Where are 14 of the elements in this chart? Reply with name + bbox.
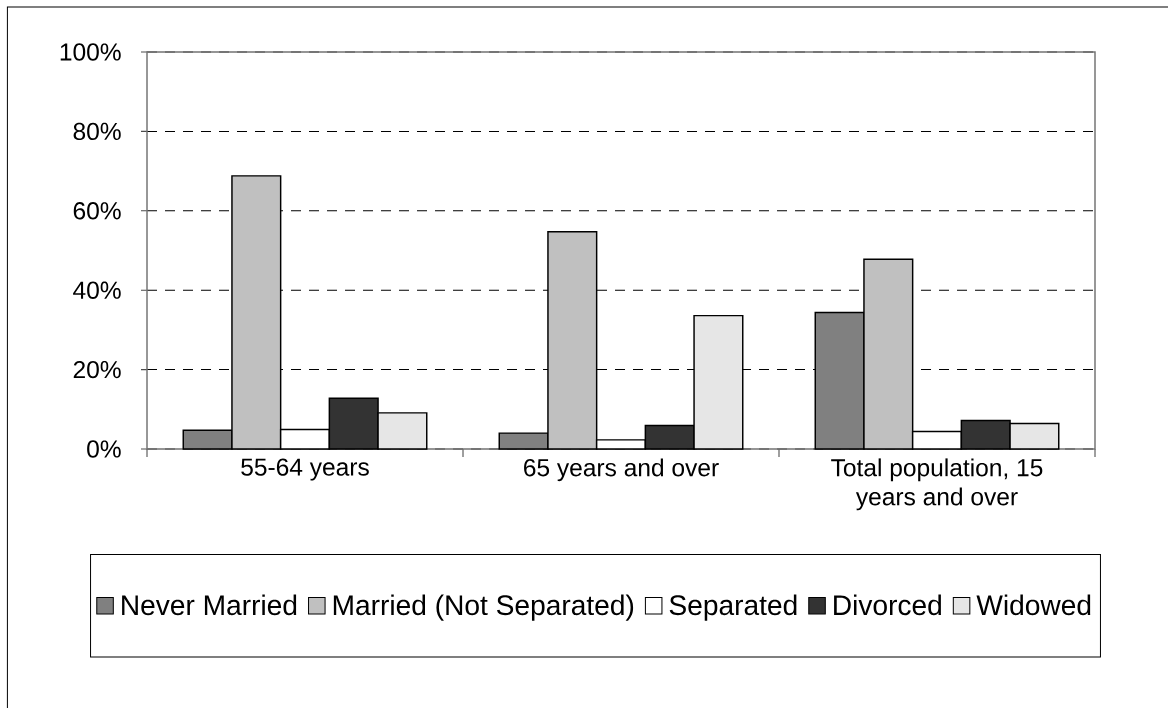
legend-label: Widowed	[976, 594, 1091, 616]
y-tick-label: 80%	[73, 122, 121, 141]
y-tick-label: 60%	[73, 202, 121, 220]
legend-label: Divorced	[834, 594, 941, 616]
y-tick-label: 20%	[73, 360, 121, 379]
x-tick-label: Total population, 15 years and over	[831, 458, 1043, 511]
x-tick-label: 55-64 years	[241, 458, 369, 481]
legend-label: Never Married	[122, 594, 297, 616]
legend-label: Separated	[669, 594, 797, 621]
legend-label: Married (Not Separated)	[333, 594, 634, 621]
y-tick-label: 40%	[73, 281, 121, 299]
x-tick-label: 65 years and over	[524, 458, 719, 482]
y-tick-label: 0%	[87, 440, 121, 458]
y-tick-label: 100%	[60, 43, 121, 61]
